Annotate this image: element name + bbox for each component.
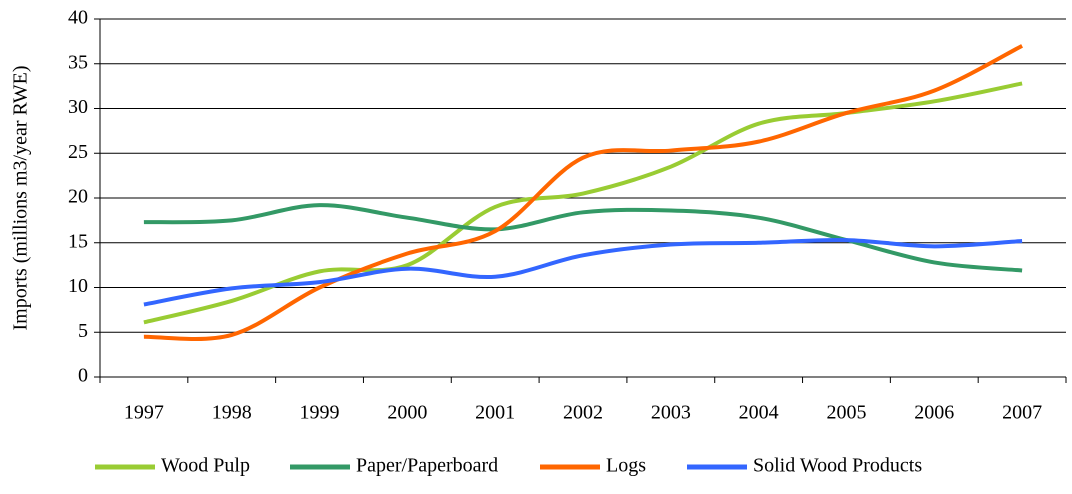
x-tick-label: 2000 — [387, 402, 427, 424]
x-tick-label: 2007 — [1002, 402, 1042, 424]
legend-label: Logs — [606, 455, 646, 477]
x-tick-label: 2003 — [651, 402, 691, 424]
line — [143, 44, 1023, 342]
y-tick-label: 10 — [68, 275, 88, 297]
x-tick-label: 2001 — [475, 402, 515, 424]
x-tick-label: 1997 — [124, 402, 164, 424]
y-tick-label: 20 — [68, 186, 88, 208]
y-tick-label: 35 — [68, 51, 88, 73]
y-tick-label: 25 — [68, 141, 88, 163]
y-tick-label: 0 — [78, 365, 88, 387]
y-axis-label: Imports (millions m3/year RWE) — [10, 66, 32, 331]
x-tick-label: 2004 — [739, 402, 779, 424]
line — [143, 237, 1023, 307]
legend-label: Solid Wood Products — [753, 455, 922, 477]
y-tick-label: 15 — [68, 230, 88, 252]
x-tick-label: 1999 — [300, 402, 340, 424]
legend-label: Wood Pulp — [161, 455, 250, 477]
x-tick-label: 2006 — [914, 402, 954, 424]
x-tick-label: 1998 — [212, 402, 252, 424]
x-tick-label: 2005 — [826, 402, 866, 424]
x-tick-label: 2002 — [563, 402, 603, 424]
legend-label: Paper/Paperboard — [356, 455, 498, 477]
line — [143, 203, 1023, 273]
line — [143, 81, 1023, 325]
y-tick-label: 5 — [78, 320, 88, 342]
y-tick-label: 40 — [68, 7, 88, 29]
y-tick-label: 30 — [68, 96, 88, 118]
